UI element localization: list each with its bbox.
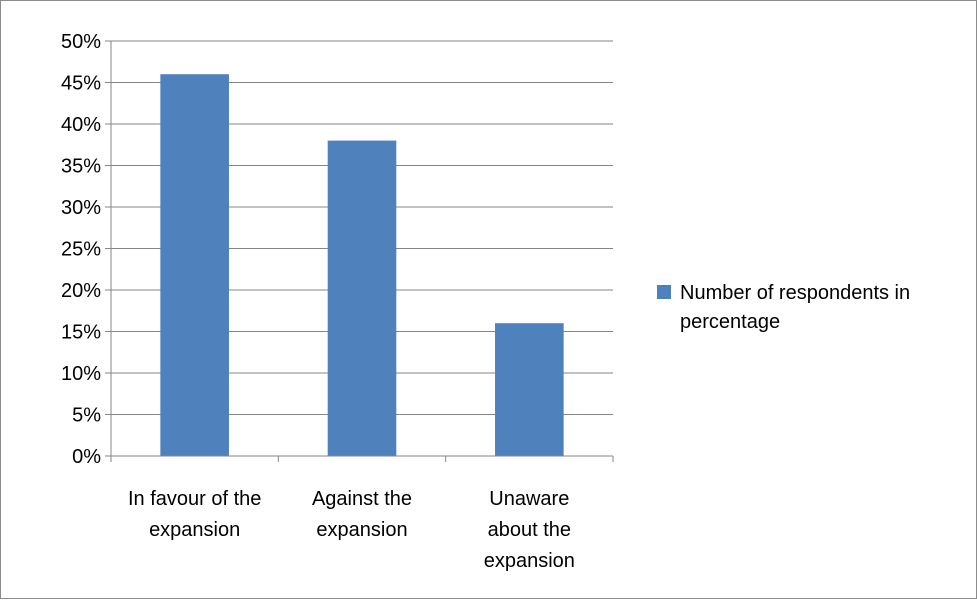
x-axis-category-labels: In favour of the expansion Against the expa…: [128, 488, 575, 572]
y-tick-label: 30%: [61, 197, 101, 219]
y-tick-label: 40%: [61, 114, 101, 136]
x-category-label: In favour of the expansion: [128, 488, 261, 541]
y-tick-label: 35%: [61, 156, 101, 178]
x-category-label: Unaware about the expansion: [484, 488, 575, 572]
bar: [160, 74, 229, 456]
y-tick-label: 45%: [61, 73, 101, 95]
legend: Number of respondents in percentage: [657, 282, 910, 333]
axes: [105, 40, 614, 462]
legend-label: Number of respondents in percentage: [680, 282, 910, 333]
bars: [160, 74, 564, 456]
x-category-label: Against the expansion: [312, 488, 412, 541]
y-tick-label: 0%: [72, 446, 101, 468]
y-axis-tick-labels: 0% 5% 10% 15% 20% 25% 30% 35% 40% 45% 50%: [61, 31, 101, 468]
legend-swatch: [657, 285, 671, 299]
y-tick-label: 20%: [61, 280, 101, 302]
bar: [495, 323, 564, 456]
bar: [327, 140, 397, 456]
y-tick-label: 15%: [61, 322, 101, 344]
y-tick-label: 10%: [61, 363, 101, 385]
y-tick-label: 25%: [61, 239, 101, 261]
y-tick-label: 5%: [72, 405, 101, 427]
y-tick-label: 50%: [61, 31, 101, 53]
